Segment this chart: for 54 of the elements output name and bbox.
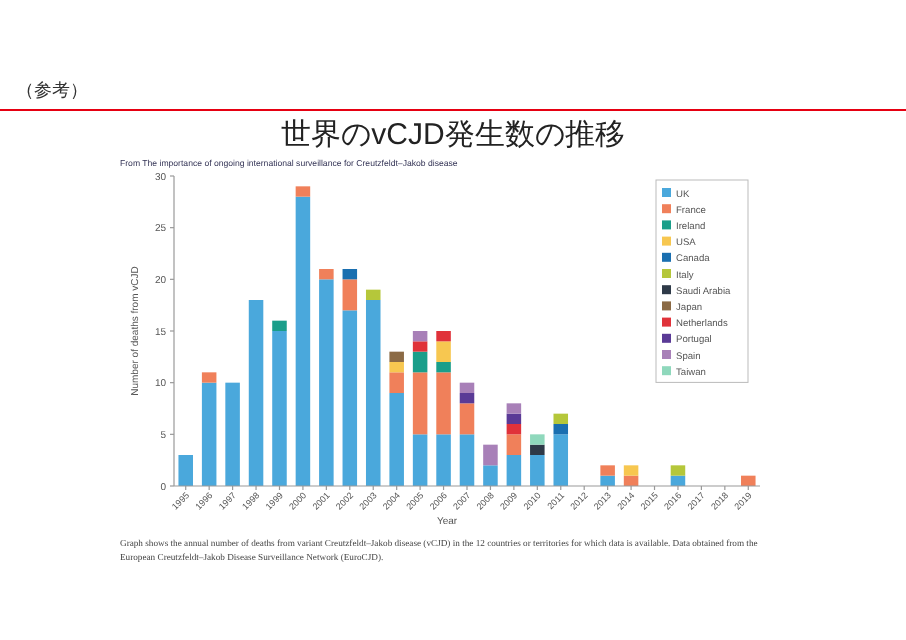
bar bbox=[389, 362, 404, 373]
bar bbox=[553, 434, 569, 486]
bar bbox=[295, 186, 311, 197]
bar bbox=[319, 279, 334, 486]
bar bbox=[365, 289, 381, 300]
bar bbox=[483, 465, 498, 486]
bar bbox=[365, 300, 381, 486]
bar bbox=[412, 351, 428, 373]
bar bbox=[506, 424, 522, 435]
bar bbox=[530, 455, 545, 486]
bar bbox=[389, 372, 404, 393]
bar bbox=[342, 269, 358, 280]
bar bbox=[272, 331, 287, 486]
bar bbox=[530, 444, 545, 455]
bar bbox=[623, 465, 639, 476]
bar bbox=[530, 434, 545, 445]
bar bbox=[412, 372, 428, 435]
bar bbox=[553, 424, 569, 435]
bar bbox=[389, 351, 404, 362]
bar bbox=[319, 269, 334, 280]
bar bbox=[201, 372, 217, 383]
bar bbox=[506, 413, 522, 424]
bar bbox=[459, 382, 475, 393]
bar bbox=[436, 372, 451, 435]
bar bbox=[553, 413, 569, 424]
bar bbox=[506, 434, 522, 455]
bar bbox=[670, 465, 686, 476]
bar bbox=[436, 341, 451, 362]
bar bbox=[600, 475, 615, 486]
bar bbox=[459, 403, 475, 435]
bar bbox=[412, 341, 428, 352]
bar bbox=[201, 382, 217, 486]
bar bbox=[600, 465, 615, 476]
bar bbox=[412, 331, 428, 342]
bar bbox=[342, 310, 358, 486]
bar bbox=[389, 393, 404, 486]
bar bbox=[272, 320, 287, 331]
bar bbox=[459, 393, 475, 404]
chart-title: 世界のvCJD発生数の推移 bbox=[281, 118, 625, 152]
bar bbox=[506, 403, 522, 414]
bar bbox=[412, 434, 428, 486]
bar bbox=[225, 382, 240, 486]
bar bbox=[342, 279, 358, 311]
bar bbox=[436, 362, 451, 373]
bar bbox=[506, 455, 522, 486]
text: （参考） bbox=[16, 80, 88, 100]
bar bbox=[178, 455, 193, 486]
bar bbox=[436, 434, 451, 486]
bar bbox=[248, 300, 264, 486]
bar bbox=[483, 444, 498, 466]
bar bbox=[295, 196, 311, 486]
bar bbox=[741, 475, 756, 486]
bar bbox=[436, 331, 451, 342]
bar bbox=[459, 434, 475, 486]
